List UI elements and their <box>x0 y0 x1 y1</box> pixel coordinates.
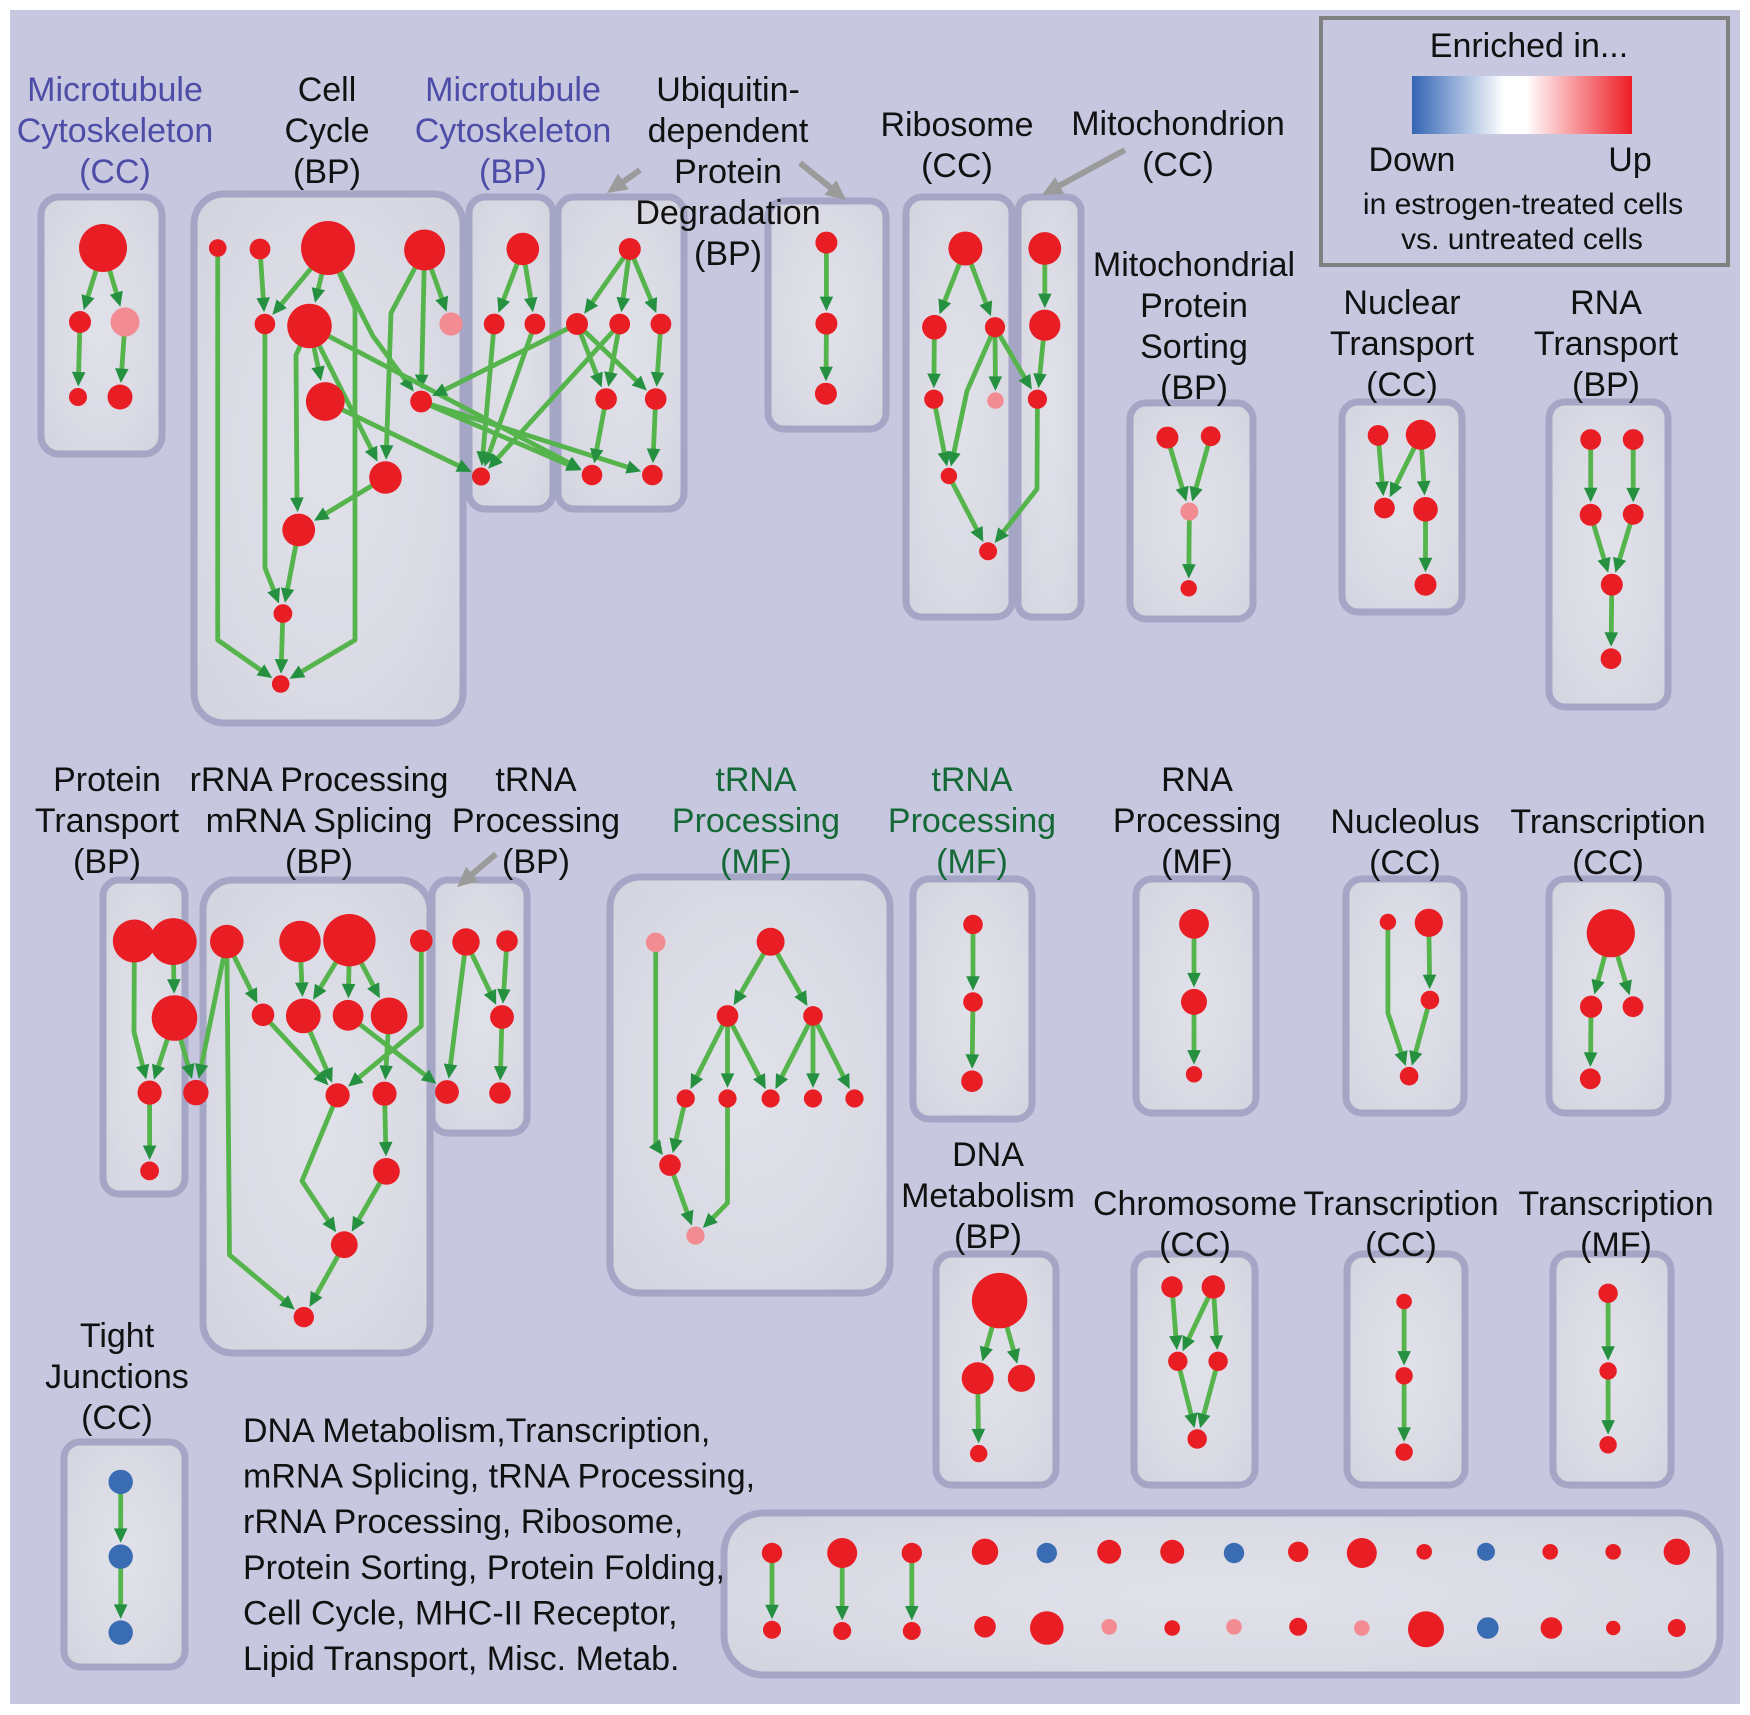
svg-text:Degradation: Degradation <box>635 194 820 232</box>
svg-text:(CC): (CC) <box>1369 844 1441 882</box>
svg-text:Transport: Transport <box>1534 325 1679 363</box>
svg-text:(BP): (BP) <box>954 1218 1022 1256</box>
svg-text:Microtubule: Microtubule <box>425 71 601 109</box>
svg-text:Microtubule: Microtubule <box>27 71 203 109</box>
svg-text:Ribosome: Ribosome <box>880 106 1033 144</box>
svg-text:Nuclear: Nuclear <box>1343 284 1460 322</box>
svg-text:tRNA: tRNA <box>931 761 1013 799</box>
svg-text:vs. untreated cells: vs. untreated cells <box>1401 223 1643 256</box>
svg-text:(BP): (BP) <box>285 843 353 881</box>
svg-text:(CC): (CC) <box>79 153 151 191</box>
svg-text:Metabolism: Metabolism <box>901 1177 1075 1215</box>
svg-text:Transport: Transport <box>1330 325 1475 363</box>
svg-text:Protein Sorting, Protein Foldi: Protein Sorting, Protein Folding, <box>243 1549 725 1587</box>
svg-text:Cytoskeleton: Cytoskeleton <box>415 112 612 150</box>
svg-text:Junctions: Junctions <box>45 1358 189 1396</box>
svg-text:Sorting: Sorting <box>1140 328 1248 366</box>
svg-text:DNA: DNA <box>952 1136 1024 1174</box>
svg-text:(BP): (BP) <box>293 153 361 191</box>
svg-text:(CC): (CC) <box>1572 844 1644 882</box>
svg-text:tRNA: tRNA <box>495 761 577 799</box>
svg-text:Transcription: Transcription <box>1303 1185 1498 1223</box>
svg-text:Lipid Transport, Misc. Metab.: Lipid Transport, Misc. Metab. <box>243 1640 680 1678</box>
svg-text:(CC): (CC) <box>1159 1226 1231 1264</box>
svg-text:(MF): (MF) <box>1161 843 1233 881</box>
svg-text:Down: Down <box>1369 141 1456 179</box>
svg-text:(BP): (BP) <box>479 153 547 191</box>
svg-text:(BP): (BP) <box>1572 366 1640 404</box>
svg-text:Protein: Protein <box>1140 287 1248 325</box>
svg-text:(MF): (MF) <box>1580 1226 1652 1264</box>
svg-text:(CC): (CC) <box>1366 366 1438 404</box>
svg-text:RNA: RNA <box>1570 284 1642 322</box>
svg-text:mRNA Splicing: mRNA Splicing <box>206 802 433 840</box>
svg-text:(BP): (BP) <box>694 235 762 273</box>
svg-text:Cell: Cell <box>298 71 357 109</box>
svg-text:(MF): (MF) <box>720 843 792 881</box>
svg-text:DNA Metabolism,Transcription,: DNA Metabolism,Transcription, <box>243 1412 710 1450</box>
svg-text:Ubiquitin-: Ubiquitin- <box>656 71 800 109</box>
svg-text:Up: Up <box>1608 141 1651 179</box>
svg-text:Enriched in...: Enriched in... <box>1430 27 1628 65</box>
svg-text:Nucleolus: Nucleolus <box>1330 803 1479 841</box>
svg-text:Processing: Processing <box>672 802 840 840</box>
svg-text:Processing: Processing <box>1113 802 1281 840</box>
svg-text:Processing: Processing <box>452 802 620 840</box>
svg-text:Cell Cycle, MHC-II Receptor,: Cell Cycle, MHC-II Receptor, <box>243 1594 678 1632</box>
svg-text:rRNA Processing, Ribosome,: rRNA Processing, Ribosome, <box>243 1503 683 1541</box>
svg-text:(BP): (BP) <box>73 843 141 881</box>
svg-text:Mitochondrion: Mitochondrion <box>1071 105 1285 143</box>
svg-text:Cytoskeleton: Cytoskeleton <box>17 112 214 150</box>
svg-text:(CC): (CC) <box>81 1399 153 1437</box>
svg-text:in estrogen-treated cells: in estrogen-treated cells <box>1363 188 1683 221</box>
svg-text:Transcription: Transcription <box>1510 803 1705 841</box>
svg-text:(BP): (BP) <box>502 843 570 881</box>
svg-text:RNA: RNA <box>1161 761 1233 799</box>
svg-text:rRNA Processing: rRNA Processing <box>190 761 449 799</box>
svg-text:Transport: Transport <box>35 802 180 840</box>
svg-text:(CC): (CC) <box>1142 146 1214 184</box>
svg-text:Transcription: Transcription <box>1518 1185 1713 1223</box>
svg-text:dependent: dependent <box>648 112 809 150</box>
svg-text:tRNA: tRNA <box>715 761 797 799</box>
svg-text:Tight: Tight <box>80 1317 155 1355</box>
svg-text:(MF): (MF) <box>936 843 1008 881</box>
svg-text:Protein: Protein <box>53 761 161 799</box>
svg-text:(CC): (CC) <box>921 147 993 185</box>
svg-text:Mitochondrial: Mitochondrial <box>1093 246 1295 284</box>
svg-text:Chromosome: Chromosome <box>1093 1185 1297 1223</box>
svg-text:(BP): (BP) <box>1160 369 1228 407</box>
svg-text:Processing: Processing <box>888 802 1056 840</box>
svg-text:Protein: Protein <box>674 153 782 191</box>
svg-text:(CC): (CC) <box>1365 1226 1437 1264</box>
svg-text:Cycle: Cycle <box>284 112 369 150</box>
svg-text:mRNA Splicing, tRNA Processing: mRNA Splicing, tRNA Processing, <box>243 1458 755 1496</box>
